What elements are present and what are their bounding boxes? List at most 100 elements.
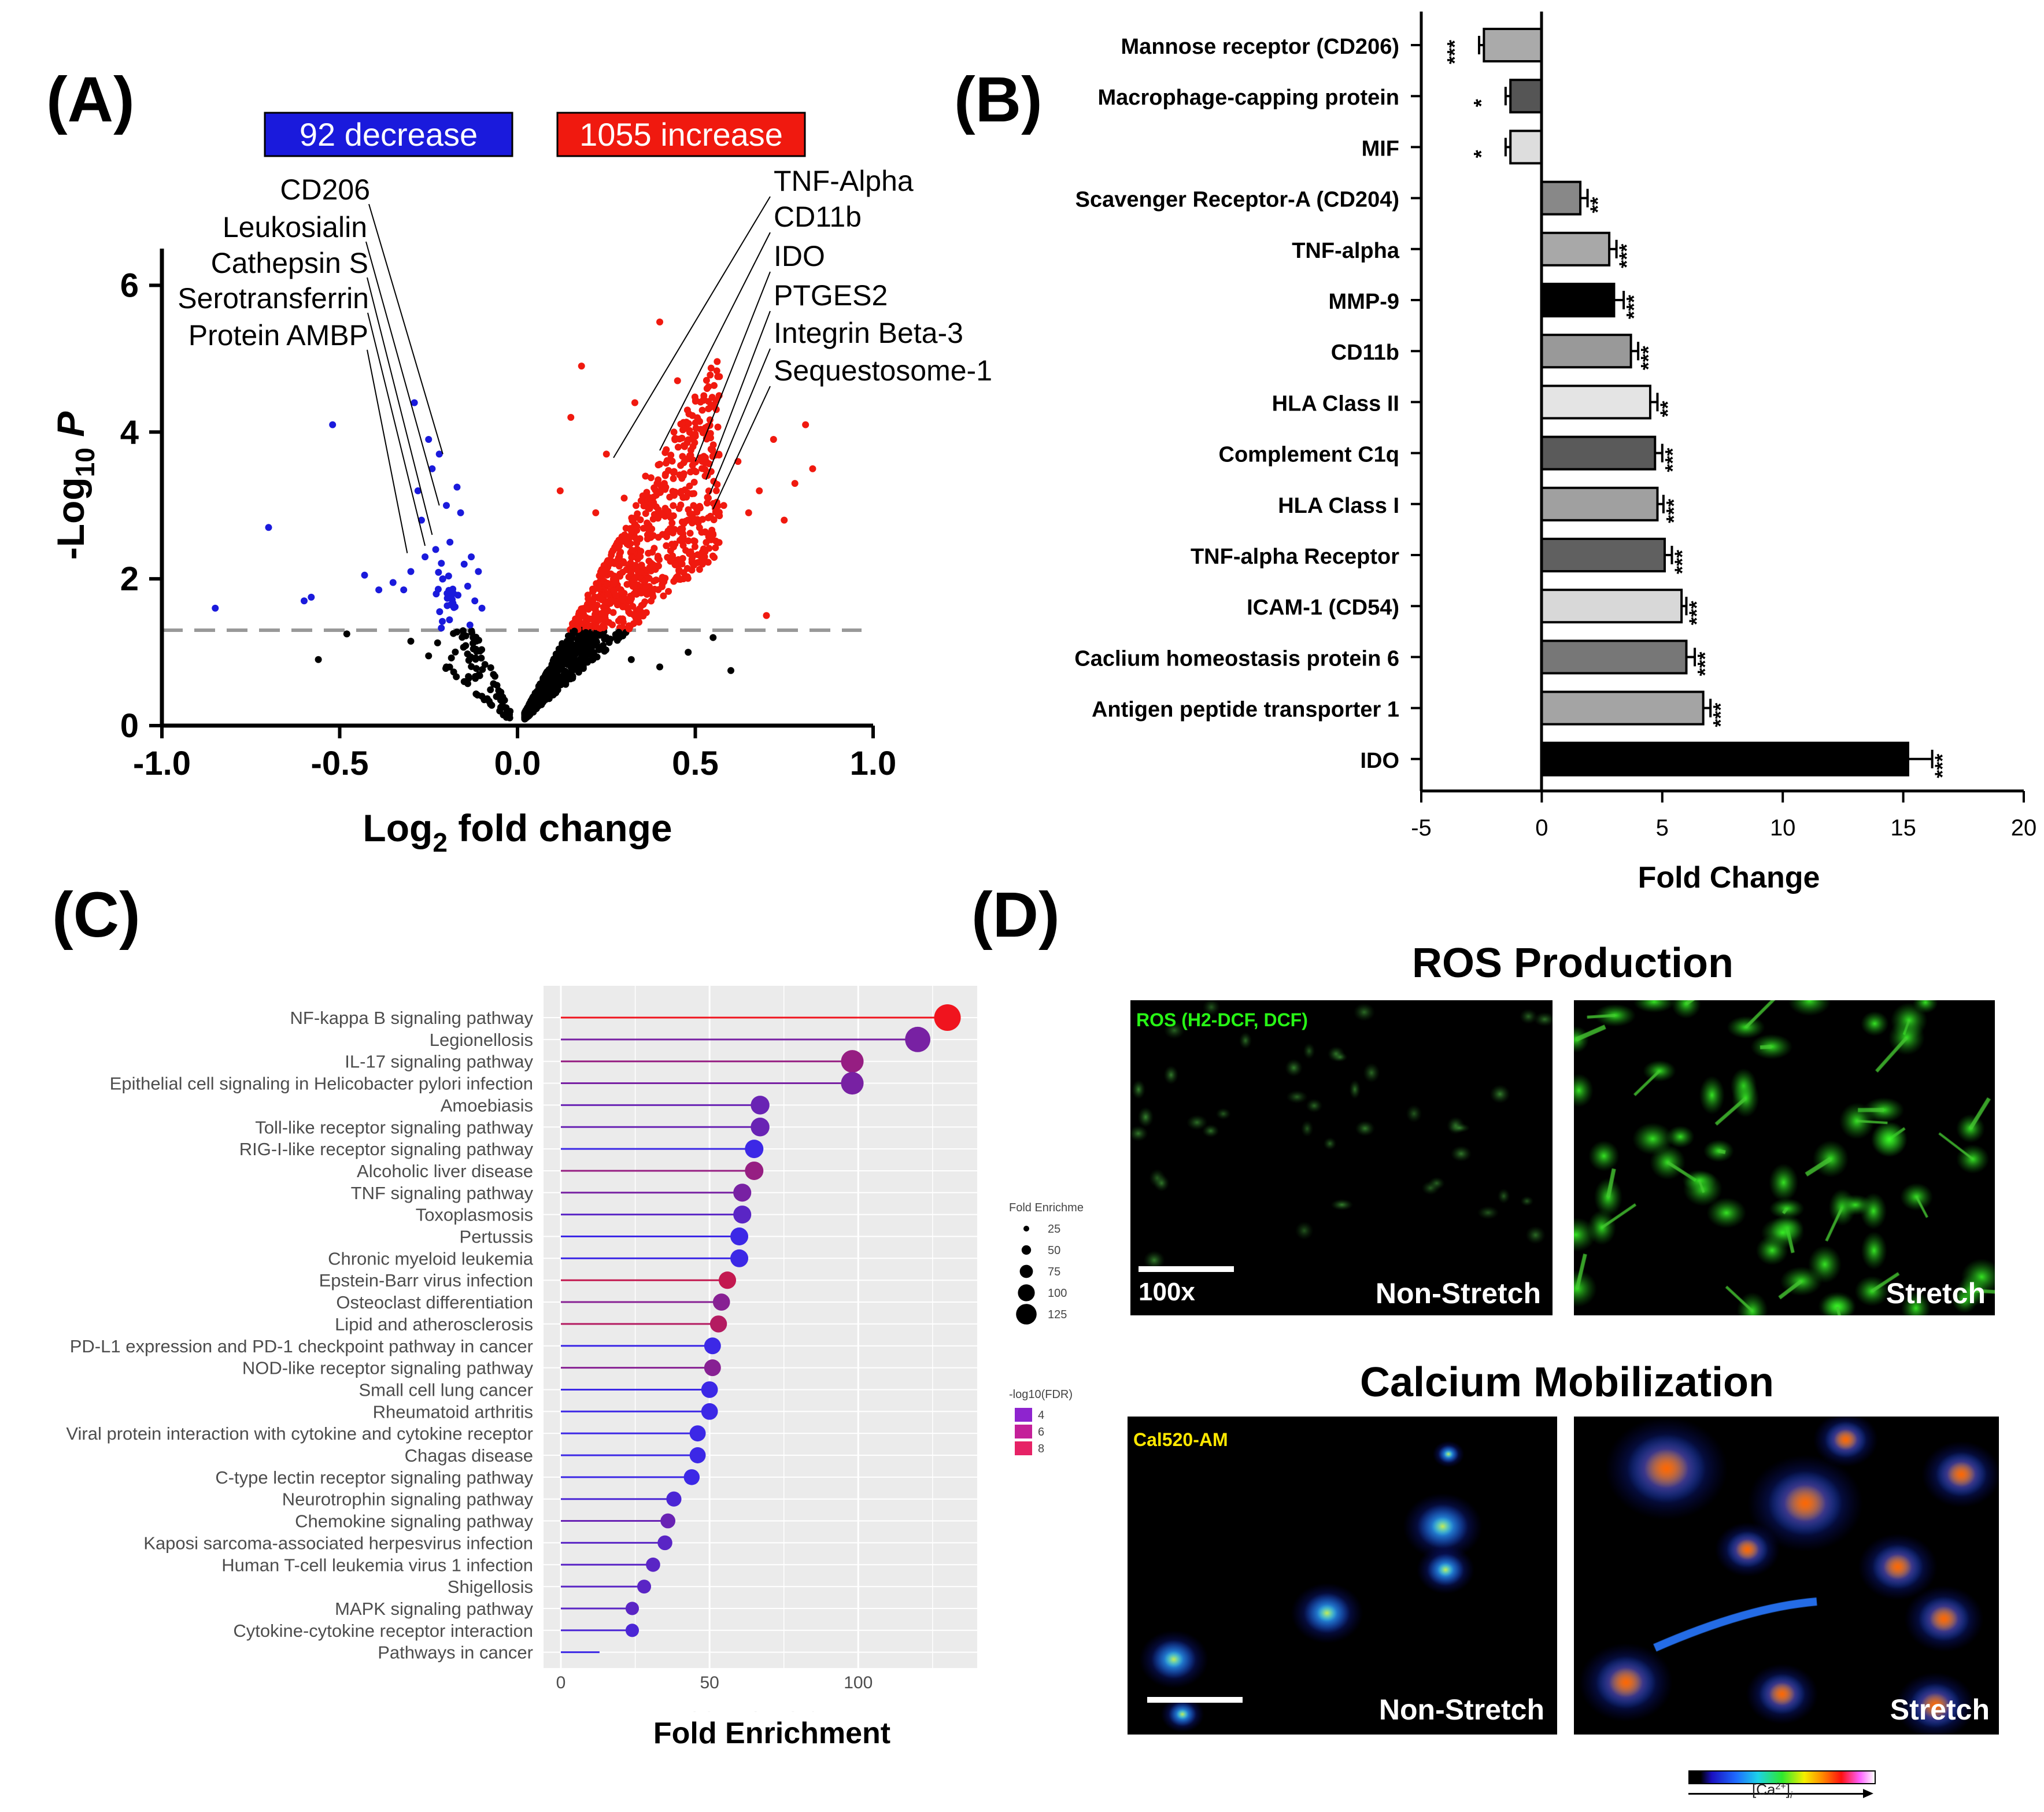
volcano-point (683, 493, 690, 501)
bar-significance: *** (1684, 601, 1708, 625)
pathway-label: PD-L1 expression and PD-1 checkpoint pat… (70, 1336, 533, 1356)
volcano-y-tick-label: 2 (120, 560, 139, 598)
volcano-point-nonsig (407, 638, 415, 645)
volcano-point-decrease (265, 524, 272, 531)
volcano-point (615, 537, 623, 544)
lollipop-dot (841, 1050, 864, 1073)
volcano-point-increase (578, 363, 585, 370)
volcano-point (438, 560, 445, 567)
magnification-label: 100x (1139, 1278, 1195, 1306)
volcano-point-decrease (425, 436, 433, 443)
volcano-point-increase (745, 509, 752, 516)
pathway-label: Legionellosis (430, 1030, 533, 1050)
volcano-point (625, 625, 633, 633)
pathway-label: Pertussis (460, 1227, 533, 1247)
bar-significance: *** (1622, 295, 1646, 319)
volcano-point (571, 627, 578, 635)
volcano-point (667, 452, 675, 459)
lollipop-dot (683, 1469, 700, 1485)
volcano-point (629, 546, 636, 554)
bar (1540, 231, 1611, 267)
volcano-point (672, 435, 679, 442)
volcano-point-decrease (301, 597, 308, 605)
volcano-point-nonsig (531, 704, 539, 711)
volcano-point (653, 480, 661, 487)
volcano-point (655, 515, 662, 522)
volcano-point (689, 461, 696, 469)
volcano-point (623, 580, 631, 588)
volcano-point (470, 634, 477, 641)
volcano-point (686, 482, 693, 490)
volcano-point (674, 572, 681, 580)
volcano-annotation: Sequestosome-1 (774, 354, 992, 387)
volcano-point (610, 587, 618, 595)
volcano-point (637, 553, 644, 560)
volcano-point (438, 624, 445, 632)
calcium-scale-arrow (1688, 1793, 1865, 1795)
volcano-point (639, 492, 646, 500)
lollipop-dot (751, 1118, 770, 1137)
volcano-point (693, 516, 701, 523)
volcano-point (631, 575, 639, 582)
volcano-point (560, 644, 568, 652)
bar (1540, 486, 1659, 522)
volcano-point-increase (709, 531, 717, 538)
lollipop-dot (704, 1359, 721, 1377)
volcano-annotation: CD206 (280, 173, 370, 206)
volcano-point (696, 504, 704, 512)
size-legend-dot (1021, 1245, 1032, 1255)
color-legend-value: 8 (1038, 1443, 1044, 1455)
size-legend-title: Fold Enrichme (1009, 1201, 1084, 1214)
volcano-point-nonsig (727, 667, 734, 674)
volcano-point (595, 584, 603, 591)
bar-category-label: MIF (1362, 136, 1399, 161)
ros-stain-label: ROS (H2-DCF, DCF) (1136, 1009, 1308, 1030)
color-legend-swatch (1015, 1408, 1032, 1422)
volcano-point (685, 436, 692, 443)
volcano-point (685, 537, 692, 545)
volcano-point (645, 524, 652, 532)
pathway-label: Cytokine-cytokine receptor interaction (233, 1621, 533, 1641)
volcano-point (683, 573, 691, 580)
bar-category-label: Caclium homeostasis protein 6 (1074, 646, 1399, 671)
pathway-label: NF-kappa B signaling pathway (290, 1008, 534, 1028)
volcano-point (453, 628, 461, 636)
volcano-point (711, 382, 718, 389)
volcano-point (638, 561, 645, 569)
volcano-point-nonsig (425, 652, 433, 660)
pathway-label: Neurotrophin signaling pathway (282, 1489, 534, 1510)
volcano-point (629, 602, 637, 610)
volcano-point (568, 634, 576, 642)
volcano-point (537, 686, 545, 693)
volcano-point (596, 631, 603, 639)
volcano-point (501, 697, 508, 704)
volcano-point (633, 523, 641, 531)
volcano-point (611, 560, 618, 567)
volcano-point (643, 590, 650, 598)
volcano-point (674, 443, 682, 451)
size-legend-dot (1019, 1264, 1033, 1278)
volcano-point (572, 657, 580, 664)
bar (1509, 130, 1543, 165)
volcano-point-nonsig (549, 685, 557, 693)
bar-category-label: HLA Class II (1272, 391, 1399, 416)
volcano-y-tick-label: 6 (120, 267, 139, 304)
volcano-x-tick-label: -1.0 (133, 745, 191, 782)
volcano-point (448, 654, 455, 661)
volcano-point (586, 622, 594, 630)
color-legend-swatch (1015, 1425, 1032, 1438)
volcano-point-nonsig (685, 649, 692, 656)
ros-non-stretch-image: ROS (H2-DCF, DCF) 100x Non-Stretch (1130, 1000, 1553, 1315)
lollipop-dot (657, 1535, 672, 1551)
ros-stretch-label: Stretch (1886, 1277, 1986, 1310)
calcium-stain-label: Cal520-AM (1133, 1429, 1228, 1450)
volcano-point-increase (781, 516, 788, 524)
pathway-label: Shigellosis (448, 1577, 533, 1597)
volcano-point (439, 617, 446, 625)
volcano-point (592, 623, 600, 630)
volcano-point (645, 549, 652, 557)
volcano-point-nonsig (478, 693, 486, 700)
volcano-point (644, 519, 651, 527)
volcano-point (678, 434, 686, 442)
volcano-point-increase (603, 450, 610, 458)
